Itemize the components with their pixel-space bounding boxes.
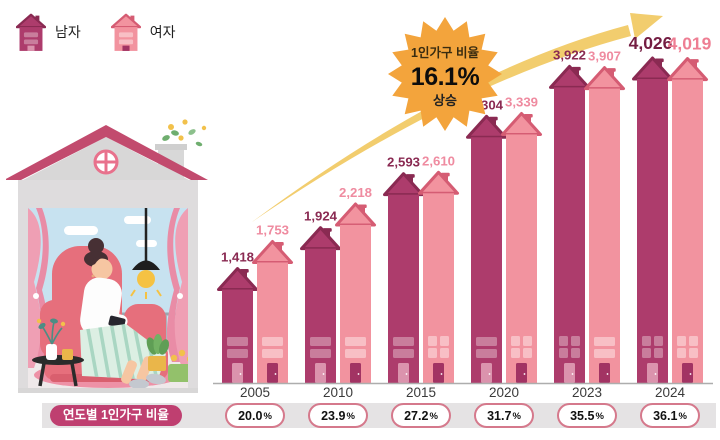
value-label-male-2005: 1,418	[221, 250, 254, 265]
badge-value: 16.1%	[410, 62, 480, 91]
percent-sign: %	[595, 411, 604, 422]
badge-line1: 1인가구 비율	[411, 46, 479, 60]
badge-line2: 상승	[433, 92, 457, 108]
ratio-value: 36.1	[653, 408, 678, 423]
percent-sign: %	[429, 411, 438, 422]
year-label-2010: 2010	[323, 385, 353, 400]
ratio-value: 27.2	[404, 408, 429, 423]
trend-arrow-icon	[252, 25, 631, 222]
value-label-male-2023: 3,922	[553, 47, 586, 62]
bar-male-2010	[300, 226, 341, 383]
trend-arrow-head-icon	[630, 13, 663, 39]
ratio-oval-2010: 23.9%	[308, 403, 368, 428]
male-house-icon	[16, 13, 46, 51]
female-house-icon	[110, 13, 141, 51]
bar-female-2005	[252, 239, 293, 383]
bar-female-2023	[584, 66, 625, 383]
value-label-female-2010: 2,218	[339, 185, 372, 200]
percent-sign: %	[346, 411, 355, 422]
ratio-oval-2023: 35.5%	[557, 403, 617, 428]
year-label-2024: 2024	[655, 385, 686, 400]
year-label-2020: 2020	[489, 385, 519, 400]
bar-female-2020	[501, 111, 542, 383]
bar-female-2024	[667, 57, 708, 384]
year-label-2005: 2005	[240, 385, 270, 400]
percent-sign: %	[263, 411, 272, 422]
legend: 남자 여자	[16, 12, 176, 51]
badge-text: 1인가구 비율 16.1% 상승	[383, 46, 507, 109]
legend-item-female: 여자	[110, 12, 176, 51]
bar-male-2015	[383, 172, 424, 383]
percent-sign: %	[678, 411, 687, 422]
year-label-2015: 2015	[406, 385, 436, 400]
value-label-female-2024: 4,019	[668, 34, 712, 54]
bar-male-2005	[217, 267, 258, 383]
bar-male-2024	[632, 56, 673, 383]
starburst-badge	[388, 17, 502, 131]
ratio-row-label: 연도별 1인가구 비율	[50, 405, 182, 426]
chimney-flowers	[182, 119, 207, 147]
ratio-oval-2005: 20.0%	[225, 403, 285, 428]
ratio-oval-2020: 31.7%	[474, 403, 534, 428]
bar-female-2015	[418, 170, 459, 383]
ratio-value: 31.7	[487, 408, 512, 423]
value-label-male-2024: 4,026	[629, 33, 673, 53]
ratio-value: 23.9	[321, 408, 346, 423]
ratio-oval-2024: 36.1%	[640, 403, 700, 428]
legend-item-male: 남자	[16, 12, 81, 51]
value-label-female-2005: 1,753	[256, 222, 289, 237]
bar-male-2023	[549, 64, 590, 383]
legend-male-label: 남자	[55, 23, 81, 40]
ratio-value: 20.0	[238, 408, 263, 423]
single-person-illustration	[6, 119, 208, 393]
ratio-oval-2015: 27.2%	[391, 403, 451, 428]
value-label-female-2015: 2,610	[422, 153, 455, 168]
value-label-male-2015: 2,593	[387, 155, 420, 170]
legend-female-label: 여자	[149, 23, 176, 40]
bar-male-2020	[466, 114, 507, 383]
value-label-female-2020: 3,339	[505, 94, 538, 109]
ratio-value: 35.5	[570, 408, 595, 423]
year-label-2023: 2023	[572, 385, 602, 400]
value-label-female-2023: 3,907	[588, 49, 621, 64]
percent-sign: %	[512, 411, 521, 422]
bar-female-2010	[335, 202, 376, 383]
value-label-male-2010: 1,924	[304, 209, 338, 224]
